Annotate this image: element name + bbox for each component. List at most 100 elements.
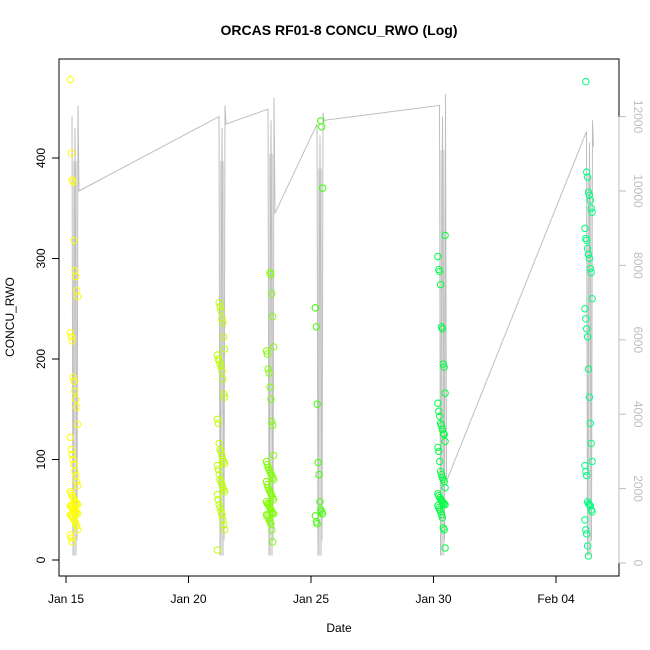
data-point [67, 534, 76, 542]
data-point [588, 457, 596, 466]
altitude-profile [73, 161, 77, 556]
data-point [269, 496, 278, 504]
data-point [219, 375, 227, 383]
data-point [438, 325, 447, 333]
data-point [66, 329, 75, 337]
altitude-profile [220, 161, 224, 556]
data-point [73, 481, 82, 490]
data-point [73, 292, 82, 301]
data-point [215, 470, 223, 479]
data-point [436, 267, 444, 276]
data-point [583, 325, 591, 333]
altitude-profile [269, 153, 273, 556]
data-point [441, 389, 449, 397]
data-point [266, 383, 274, 391]
data-point [437, 511, 446, 519]
data-point [582, 315, 590, 323]
data-point [440, 363, 448, 371]
altitude-profile [318, 168, 322, 556]
data-point [267, 270, 275, 279]
data-point [69, 373, 77, 381]
data-point [215, 299, 223, 307]
data-point [217, 447, 225, 456]
data-point [70, 377, 78, 385]
data-point [434, 252, 442, 261]
data-point [263, 350, 271, 358]
data-point [438, 514, 447, 522]
data-point [584, 250, 593, 259]
data-point [217, 363, 225, 371]
data-point [67, 149, 76, 157]
data-point [73, 477, 81, 486]
data-point [587, 268, 595, 277]
data-point [220, 487, 229, 496]
y-tick-label: 0 [34, 556, 48, 563]
data-point [73, 403, 81, 411]
y-axis-label: CONCU_RWO [3, 277, 17, 357]
data-point [440, 430, 448, 439]
data-point [220, 459, 229, 468]
data-point [68, 337, 76, 345]
y-tick-label: 200 [34, 349, 48, 369]
data-point [213, 415, 222, 423]
data-point [215, 501, 223, 509]
data-point [263, 460, 271, 469]
data-point [269, 451, 278, 460]
data-point [218, 480, 226, 489]
data-point [269, 421, 277, 430]
x-tick-label: Jan 25 [293, 592, 329, 606]
x-axis: Jan 15 Jan 20 Jan 25 Jan 30 Feb 04 [48, 575, 575, 606]
y-axis: 0 100 200 300 400 [34, 148, 60, 563]
data-point [220, 333, 228, 341]
data-point [72, 395, 80, 403]
data-point [316, 498, 324, 506]
x-tick-label: Feb 04 [537, 592, 575, 606]
data-point [220, 393, 229, 401]
data-point [71, 387, 79, 395]
data-point [441, 437, 449, 446]
data-point [583, 471, 591, 480]
data-point [70, 236, 78, 245]
data-point [586, 264, 594, 273]
data-point [220, 390, 228, 398]
data-point [434, 399, 442, 407]
data-point [72, 508, 80, 516]
data-point [72, 499, 80, 507]
data-point [315, 470, 323, 479]
data-point [217, 307, 225, 315]
data-point [214, 496, 223, 504]
data-point [220, 521, 228, 529]
data-point [269, 538, 277, 546]
secondary-y-axis: 0 2000 4000 6000 8000 10000 12000 [618, 100, 645, 567]
data-point [67, 333, 76, 341]
data-point [269, 313, 277, 321]
data-point [220, 526, 229, 534]
data-point [588, 208, 596, 216]
plot-frame [58, 58, 620, 577]
data-point [214, 419, 223, 428]
data-point [265, 369, 273, 377]
data-point [586, 196, 594, 204]
y-tick-label: 400 [34, 148, 48, 168]
data-point [219, 319, 227, 327]
y2-tick-label: 0 [631, 560, 645, 567]
data-point [218, 511, 226, 519]
data-point [584, 552, 593, 560]
data-point [440, 526, 448, 534]
data-point [69, 178, 77, 186]
data-point [218, 315, 226, 323]
data-point [441, 501, 449, 509]
data-point [71, 467, 79, 476]
data-point [217, 508, 225, 516]
data-point [436, 280, 445, 289]
chart-title: ORCAS RF01-8 CONCU_RWO (Log) [221, 22, 458, 38]
data-point [219, 516, 227, 524]
data-point [587, 204, 595, 212]
data-point [220, 345, 229, 353]
altitude-line [71, 94, 594, 556]
data-point [439, 499, 447, 507]
data-point [436, 457, 444, 466]
data-point [583, 333, 592, 341]
data-points [66, 75, 596, 560]
